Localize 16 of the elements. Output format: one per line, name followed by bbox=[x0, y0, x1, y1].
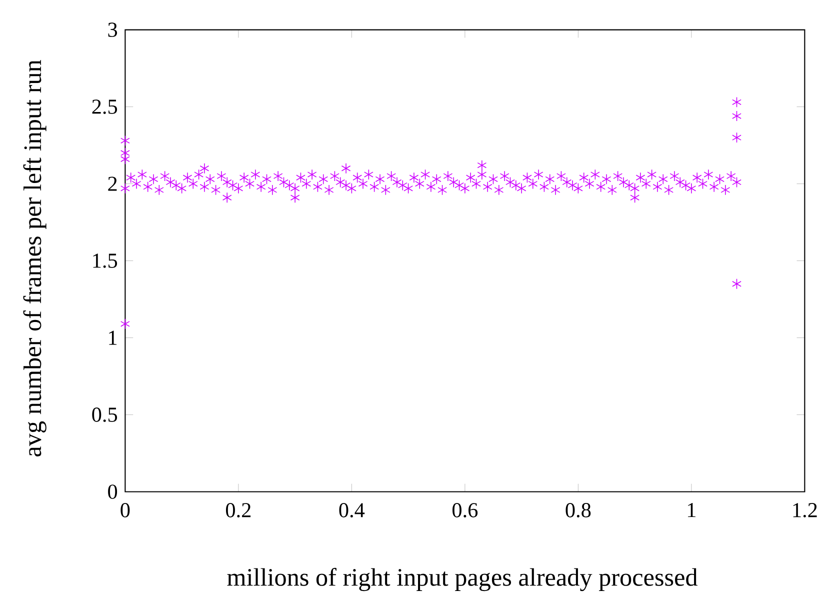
x-tick-label: 1 bbox=[688, 503, 696, 518]
y-tick-label: 2 bbox=[108, 176, 117, 191]
y-tick-label: 3 bbox=[108, 22, 118, 37]
x-tick-label: 0.8 bbox=[566, 503, 591, 518]
x-tick-label: 0.6 bbox=[452, 503, 478, 518]
y-tick-label: 2.5 bbox=[92, 100, 118, 114]
y-tick-label: 1.5 bbox=[93, 254, 118, 268]
y-tick-label: 0.5 bbox=[92, 408, 118, 422]
y-tick-label: 0 bbox=[108, 484, 118, 499]
x-tick-label: 0.4 bbox=[339, 503, 365, 518]
x-tick-label: 0.2 bbox=[226, 503, 251, 518]
y-axis-title: avg number of frames per left input run bbox=[23, 60, 46, 456]
x-tick-label: 1.2 bbox=[793, 503, 817, 518]
y-tick-label: 1 bbox=[109, 330, 117, 345]
x-axis-title: millions of right input pages already processed bbox=[227, 568, 698, 592]
x-tick-label: 0 bbox=[120, 503, 130, 518]
